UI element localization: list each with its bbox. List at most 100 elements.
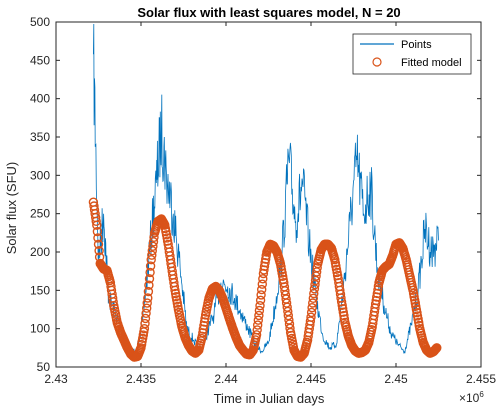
fitted-model-marker bbox=[256, 290, 266, 300]
fitted-model-marker bbox=[253, 315, 263, 325]
fitted-model-marker bbox=[306, 312, 316, 322]
fitted-model-marker bbox=[276, 262, 286, 272]
plot-area: 2.43 2.435 2.44 2.445 2.45 2.455 50 100 150 200 25… bbox=[30, 15, 496, 386]
fitted-model-marker bbox=[255, 301, 265, 311]
fitted-model-series bbox=[88, 197, 442, 362]
chart-title: Solar flux with least squares model, N =… bbox=[137, 5, 400, 20]
tick-layer: 2.43 2.435 2.44 2.445 2.45 2.455 50 100 150 200 25… bbox=[30, 15, 496, 386]
x-tick-label: 2.455 bbox=[466, 372, 496, 386]
y-tick-label: 250 bbox=[30, 207, 50, 221]
fitted-model-marker bbox=[148, 241, 158, 252]
x-exponent: ×106 bbox=[459, 390, 484, 405]
fitted-model-marker bbox=[147, 250, 157, 260]
fitted-model-marker bbox=[410, 298, 420, 308]
fitted-model-marker bbox=[252, 325, 262, 335]
fitted-model-marker bbox=[312, 263, 322, 273]
y-tick-label: 200 bbox=[30, 245, 50, 259]
series-layer bbox=[88, 23, 442, 362]
fitted-model-marker bbox=[414, 317, 424, 327]
fitted-model-marker bbox=[336, 297, 347, 307]
fitted-model-marker bbox=[257, 284, 267, 295]
fitted-model-marker bbox=[147, 245, 158, 256]
fitted-model-marker bbox=[305, 316, 316, 326]
fitted-model-marker bbox=[373, 285, 383, 295]
y-tick-label: 50 bbox=[37, 360, 51, 374]
fitted-model-marker bbox=[140, 318, 150, 329]
fitted-model-marker bbox=[93, 233, 103, 243]
y-tick-label: 100 bbox=[30, 322, 50, 336]
fitted-model-marker bbox=[142, 298, 152, 308]
y-axis-label: Solar flux (SFU) bbox=[4, 162, 19, 254]
y-tick-label: 350 bbox=[30, 130, 50, 144]
fitted-model-marker bbox=[255, 295, 266, 305]
fitted-model-marker bbox=[92, 220, 102, 230]
fitted-model-marker bbox=[143, 293, 153, 303]
legend: Points Fitted model bbox=[352, 33, 472, 75]
fitted-model-marker bbox=[136, 339, 147, 350]
fitted-model-marker bbox=[200, 313, 210, 324]
x-tick-label: 2.445 bbox=[296, 372, 326, 386]
fitted-model-marker bbox=[339, 310, 349, 321]
fitted-model-marker bbox=[139, 324, 150, 334]
fitted-model-marker bbox=[412, 308, 422, 318]
fitted-model-marker bbox=[338, 304, 348, 314]
x-tick-label: 2.43 bbox=[44, 372, 68, 386]
fitted-model-marker bbox=[308, 298, 318, 308]
axes-box bbox=[55, 21, 482, 368]
legend-box bbox=[352, 33, 472, 75]
fitted-model-marker bbox=[140, 313, 151, 324]
fitted-model-marker bbox=[138, 330, 149, 340]
y-tick-label: 450 bbox=[30, 53, 50, 67]
fitted-model-marker bbox=[338, 307, 348, 317]
x-tick-label: 2.45 bbox=[384, 372, 408, 386]
legend-fitted-label: Fitted model bbox=[401, 57, 462, 69]
fitted-model-marker bbox=[91, 216, 101, 227]
fitted-model-marker bbox=[141, 303, 152, 313]
fitted-model-marker bbox=[306, 307, 317, 318]
fitted-model-marker bbox=[307, 303, 317, 313]
fitted-model-marker bbox=[408, 288, 419, 299]
x-axis-label: Time in Julian days bbox=[214, 391, 325, 406]
fitted-model-marker bbox=[143, 286, 154, 297]
fitted-model-marker bbox=[251, 330, 262, 340]
fitted-model-marker bbox=[253, 320, 263, 330]
fitted-model-marker bbox=[141, 308, 151, 318]
fitted-model-marker bbox=[278, 271, 288, 281]
fitted-model-marker bbox=[260, 258, 270, 268]
fitted-model-marker bbox=[432, 343, 442, 353]
x-tick-label: 2.44 bbox=[214, 372, 238, 386]
fitted-model-marker bbox=[285, 323, 295, 333]
fitted-model-marker bbox=[199, 317, 210, 327]
x-exponent-power: 6 bbox=[479, 390, 484, 399]
y-tick-label: 400 bbox=[30, 92, 50, 106]
fitted-model-marker bbox=[148, 237, 159, 247]
fitted-model-marker bbox=[145, 267, 155, 278]
y-tick-label: 500 bbox=[30, 15, 50, 29]
fitted-model-marker bbox=[144, 280, 154, 290]
fitted-model-marker bbox=[160, 223, 171, 234]
fitted-model-marker bbox=[332, 267, 342, 278]
fitted-model-marker bbox=[330, 258, 341, 268]
fitted-model-marker bbox=[146, 255, 156, 265]
fitted-model-marker bbox=[94, 245, 104, 256]
fitted-model-marker bbox=[370, 299, 381, 309]
fitted-model-marker bbox=[308, 293, 318, 303]
fitted-model-marker bbox=[92, 226, 103, 237]
fitted-model-marker bbox=[145, 261, 156, 271]
fitted-model-marker bbox=[309, 288, 319, 299]
y-tick-label: 300 bbox=[30, 168, 50, 182]
fitted-model-marker bbox=[254, 305, 265, 316]
y-tick-label: 150 bbox=[30, 283, 50, 297]
fitted-model-marker bbox=[108, 297, 118, 307]
fitted-model-marker bbox=[259, 261, 270, 271]
fitted-model-marker bbox=[169, 281, 180, 292]
fitted-model-marker bbox=[337, 300, 347, 310]
fitted-model-marker bbox=[257, 279, 267, 289]
fitted-model-marker bbox=[170, 288, 181, 299]
fitted-model-marker bbox=[258, 274, 268, 284]
fitted-model-marker bbox=[144, 274, 155, 284]
fitted-model-marker bbox=[172, 298, 183, 308]
x-tick-label: 2.435 bbox=[126, 372, 156, 386]
legend-fitted-swatch bbox=[372, 57, 382, 67]
